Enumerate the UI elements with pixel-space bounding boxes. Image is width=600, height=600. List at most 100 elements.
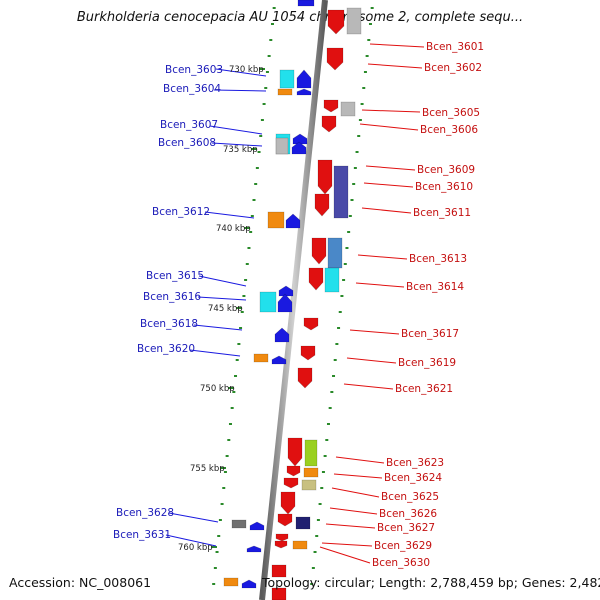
gene-label-bcen-3627[interactable]: Bcen_3627 <box>377 522 435 534</box>
gene-arrow-3618 <box>274 327 290 343</box>
leader-line-right <box>361 109 421 113</box>
gene-label-bcen-3614[interactable]: Bcen_3614 <box>406 281 464 293</box>
accession-text: Accession: NC_008061 <box>9 575 152 590</box>
label-leaders <box>165 43 425 564</box>
gene-label-bcen-3623[interactable]: Bcen_3623 <box>386 457 444 469</box>
gene-label-bcen-3609[interactable]: Bcen_3609 <box>417 164 475 176</box>
leader-line-right <box>346 357 397 364</box>
leader-line-left <box>198 275 247 287</box>
leader-line-right <box>369 43 425 48</box>
gene-arrow-3611 <box>314 193 330 217</box>
leader-line-right <box>321 542 373 547</box>
leader-line-right <box>361 207 412 214</box>
leader-line-right <box>335 456 385 464</box>
gene-arrow-3625 <box>283 477 299 489</box>
gene-arrow-3626 <box>280 491 296 515</box>
chromosome-backbone <box>259 0 328 600</box>
gene-arrow-3633 <box>241 579 257 589</box>
leader-line-right <box>349 329 400 335</box>
gene-arrow-3615 <box>278 285 294 297</box>
gene-label-bcen-3625[interactable]: Bcen_3625 <box>381 491 439 503</box>
gene-label-bcen-3618[interactable]: Bcen_3618 <box>140 318 198 330</box>
leader-line-left <box>189 349 241 357</box>
leader-line-left <box>209 125 263 135</box>
gene-label-bcen-3607[interactable]: Bcen_3607 <box>160 119 218 131</box>
gene-box-3603 <box>279 69 295 89</box>
gene-arrow-3623 <box>287 437 303 467</box>
leader-line-right <box>367 63 423 69</box>
gene-arrow-3613 <box>311 237 327 265</box>
gene-features <box>223 0 362 600</box>
gene-box-3630 <box>292 540 308 550</box>
leader-line-right <box>333 473 383 479</box>
gene-label-bcen-3617[interactable]: Bcen_3617 <box>401 328 459 340</box>
leader-line-left <box>197 296 247 301</box>
gene-label-bcen-3603[interactable]: Bcen_3603 <box>165 64 223 76</box>
gene-box-3620 <box>253 353 269 363</box>
leader-line-right <box>363 182 414 188</box>
map-title: Burkholderia cenocepacia AU 1054 chromos… <box>76 10 524 25</box>
gene-arrow-3629b <box>274 540 288 549</box>
gene-label-bcen-3613[interactable]: Bcen_3613 <box>409 253 467 265</box>
leader-line-right <box>343 383 394 390</box>
leader-line-left <box>211 142 263 147</box>
gene-label-bcen-3619[interactable]: Bcen_3619 <box>398 357 456 369</box>
leader-line-right <box>359 123 419 131</box>
gene-arrow-3604 <box>296 88 312 96</box>
gene-label-bcen-3626[interactable]: Bcen_3626 <box>379 508 437 520</box>
gene-box-top <box>297 0 315 7</box>
gene-box-3612 <box>267 211 285 229</box>
gene-label-bcen-3630[interactable]: Bcen_3630 <box>372 557 430 569</box>
gene-arrow-3621 <box>297 367 313 389</box>
leader-line-left <box>215 68 267 77</box>
gene-label-bcen-3605[interactable]: Bcen_3605 <box>422 107 480 119</box>
gene-label-bcen-3606[interactable]: Bcen_3606 <box>420 124 478 136</box>
gene-label-bcen-3616[interactable]: Bcen_3616 <box>143 291 201 303</box>
gene-box-3624 <box>303 467 319 478</box>
scale-label-760: 760 kbp <box>178 543 213 553</box>
gene-label-bcen-3604[interactable]: Bcen_3604 <box>163 83 221 95</box>
gene-label-bcen-3601[interactable]: Bcen_3601 <box>426 41 484 53</box>
gene-arrow-3607 <box>292 133 308 145</box>
gene-box-3625 <box>301 479 317 491</box>
scale-label-740: 740 kbp <box>216 224 251 234</box>
gene-label-bcen-3621[interactable]: Bcen_3621 <box>395 383 453 395</box>
gene-label-bcen-3612[interactable]: Bcen_3612 <box>152 206 210 218</box>
gene-label-bcen-3608[interactable]: Bcen_3608 <box>158 137 216 149</box>
tick-marks <box>211 7 374 585</box>
gene-label-bcen-3610[interactable]: Bcen_3610 <box>415 181 473 193</box>
gene-box-3633 <box>223 577 239 587</box>
gene-label-bcen-3628[interactable]: Bcen_3628 <box>116 507 174 519</box>
gene-arrow-3603 <box>296 69 312 89</box>
gene-label-bcen-3615[interactable]: Bcen_3615 <box>146 270 204 282</box>
gene-label-bcen-3624[interactable]: Bcen_3624 <box>384 472 442 484</box>
leader-line-right <box>365 165 416 171</box>
leader-line-left <box>213 89 267 92</box>
gene-box-3615 <box>259 291 277 313</box>
gene-arrow-3616 <box>277 293 293 313</box>
gene-label-bcen-3620[interactable]: Bcen_3620 <box>137 343 195 355</box>
gene-box-3628 <box>231 519 247 529</box>
gene-box-3632 <box>271 564 287 578</box>
gene-arrow-3620 <box>271 355 287 365</box>
gene-arrow-3629 <box>275 533 289 542</box>
gene-box-3604 <box>277 88 293 96</box>
gene-label-bcen-3602[interactable]: Bcen_3602 <box>424 62 482 74</box>
gene-label-bcen-3631[interactable]: Bcen_3631 <box>113 529 171 541</box>
gene-box-3627 <box>295 516 311 530</box>
gene-arrow-3602 <box>326 47 344 71</box>
scale-label-755: 755 kbp <box>190 464 225 474</box>
gene-arrow-3617 <box>303 317 319 331</box>
leader-line-left <box>168 512 219 523</box>
gene-arrow-3627 <box>277 513 293 527</box>
gene-arrow-3628 <box>249 521 265 531</box>
sequence-stats-text: Topology: circular; Length: 2,788,459 bp… <box>262 575 600 590</box>
leader-line-right <box>319 546 371 564</box>
leader-line-right <box>325 523 376 529</box>
gene-box-3601b <box>346 7 362 35</box>
gene-label-bcen-3629[interactable]: Bcen_3629 <box>374 540 432 552</box>
gene-box-3610 <box>333 165 349 219</box>
gene-label-bcen-3611[interactable]: Bcen_3611 <box>413 207 471 219</box>
scale-label-750: 750 kbp <box>200 384 235 394</box>
